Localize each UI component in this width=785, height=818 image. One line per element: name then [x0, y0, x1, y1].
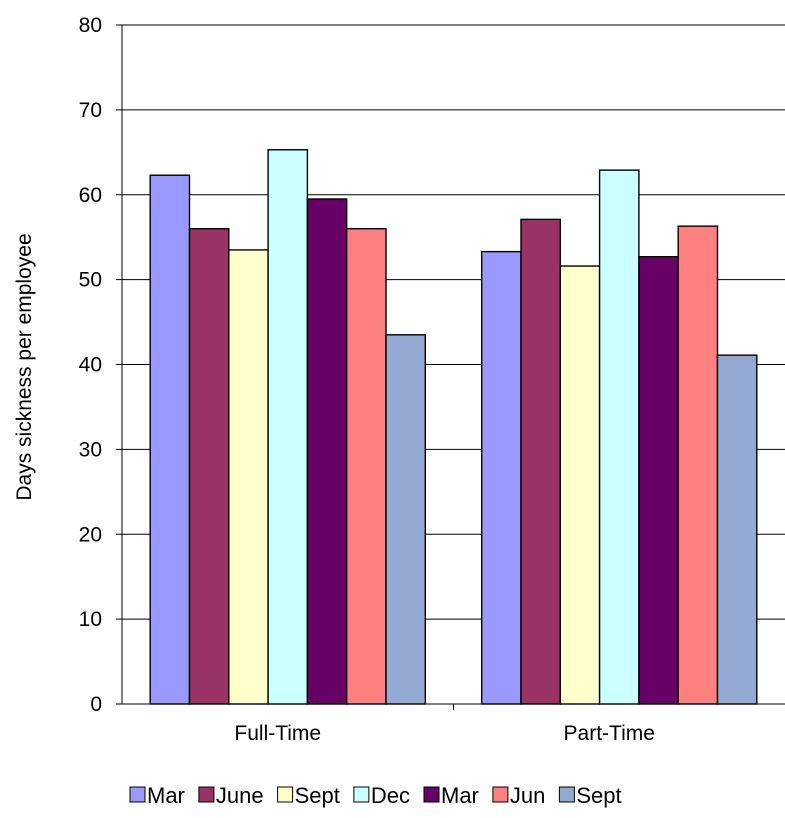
y-tick-label: 30 [79, 438, 102, 461]
legend-item: Sept [558, 783, 622, 808]
bar [481, 250, 522, 705]
bar [346, 227, 387, 705]
x-category-label: Part-Time [564, 722, 655, 745]
bar [638, 256, 679, 705]
y-tick-label: 40 [79, 354, 102, 377]
y-tick-label: 80 [79, 14, 102, 37]
legend-label: Mar [147, 783, 185, 808]
legend: Mar June Sept Dec Mar Jun Sept [129, 783, 622, 808]
bar [228, 249, 269, 705]
bar [188, 227, 230, 705]
legend-item: Sept [277, 783, 340, 808]
legend-item: Mar [423, 783, 479, 808]
bar [598, 169, 640, 705]
y-tick-label: 50 [79, 269, 102, 292]
legend-swatch [129, 786, 146, 803]
legend-swatch [492, 786, 509, 803]
y-tick-label: 60 [79, 184, 102, 207]
y-tick-label: 0 [90, 693, 102, 716]
axes [121, 25, 785, 710]
legend-item: June [198, 783, 264, 808]
legend-swatch [353, 786, 370, 803]
bar [149, 174, 191, 705]
x-category-label: Full-Time [234, 722, 321, 745]
bar [306, 198, 348, 705]
y-axis-title: Days sickness per employee [13, 233, 36, 500]
legend-swatch [198, 786, 215, 803]
bar [677, 225, 719, 705]
legend-label: Jun [510, 783, 545, 808]
bar [559, 265, 601, 705]
legend-item: Jun [492, 783, 545, 808]
legend-item: Dec [353, 783, 410, 808]
y-tick-label: 10 [79, 608, 102, 631]
x-axis-labels: Full-Time Part-Time [234, 722, 655, 745]
legend-label: Dec [371, 783, 410, 808]
bar [267, 149, 309, 705]
bar [385, 334, 426, 705]
bar [716, 354, 758, 705]
bar [520, 218, 561, 705]
legend-swatch [558, 786, 575, 803]
y-tick-label: 20 [79, 523, 102, 546]
legend-swatch [423, 786, 440, 803]
legend-swatch [277, 786, 294, 803]
legend-item: Mar [129, 783, 185, 808]
bars [149, 149, 758, 705]
legend-label: June [216, 783, 264, 808]
y-tick-label: 70 [79, 99, 102, 122]
legend-label: Sept [295, 783, 340, 808]
y-axis-ticks: 0 10 20 30 40 50 60 70 80 [79, 14, 122, 716]
legend-label: Sept [576, 783, 621, 808]
legend-label: Mar [441, 783, 479, 808]
